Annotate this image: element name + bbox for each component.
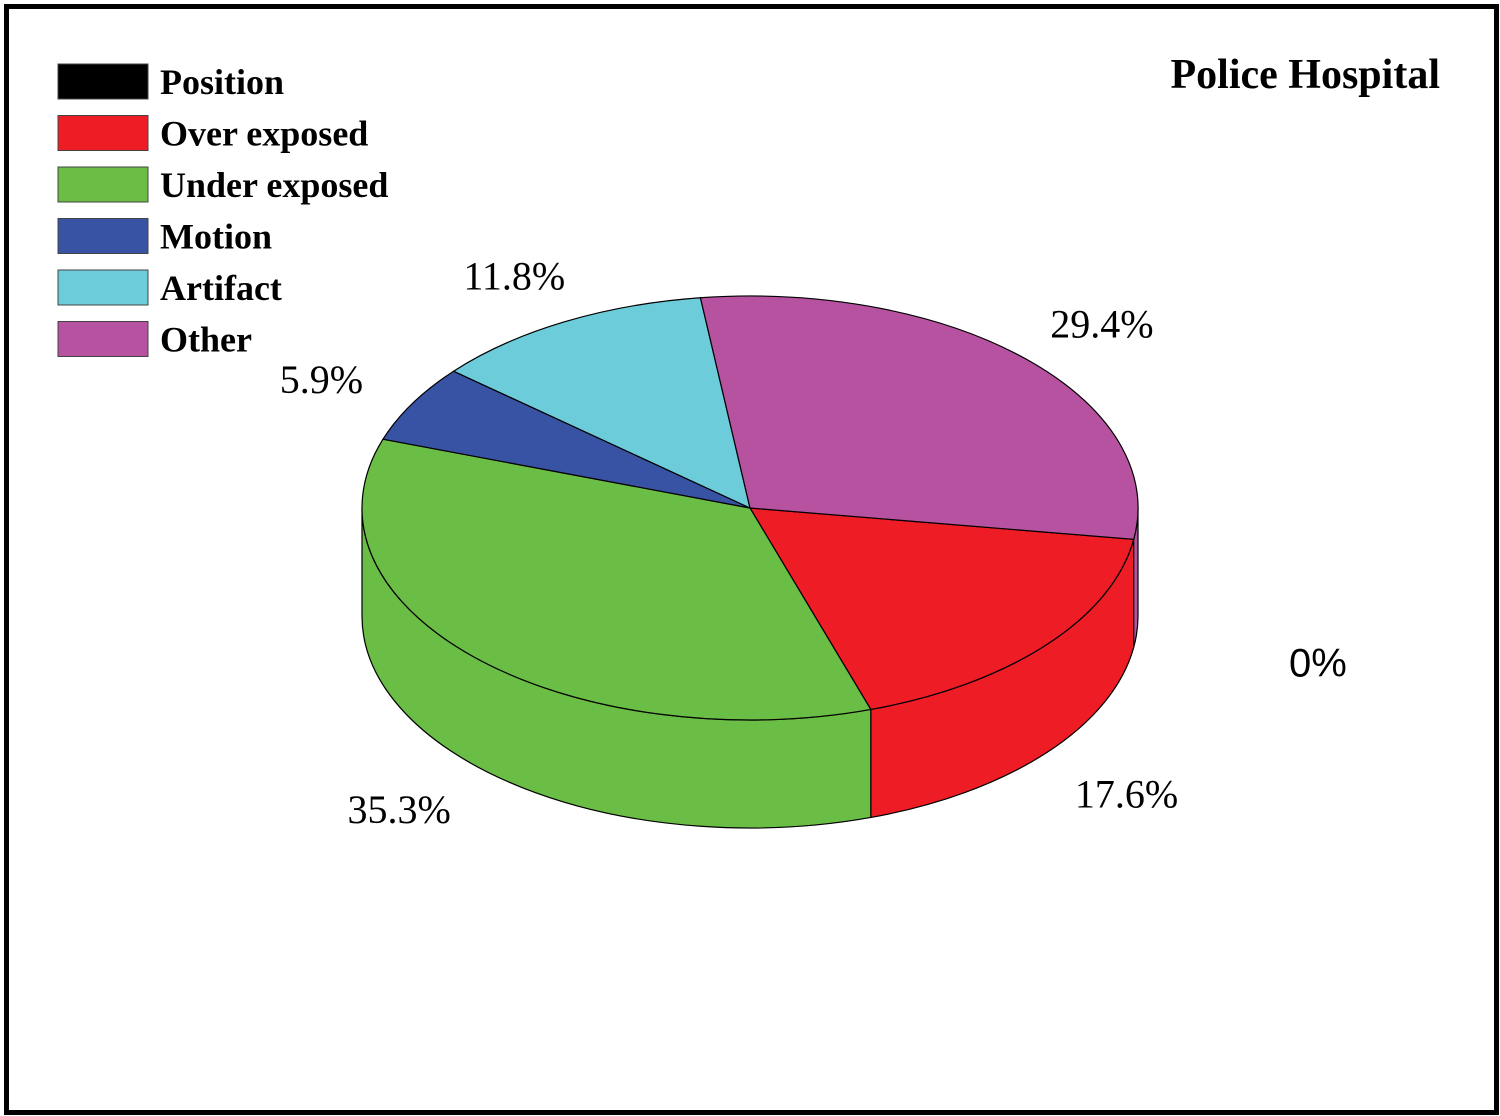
pct-label-5: 29.4% — [1050, 302, 1153, 347]
pie-slice-2 — [361, 438, 872, 721]
pct-label-1: 17.6% — [1075, 772, 1178, 817]
pie-slice-4 — [452, 297, 751, 510]
legend-label-5: Other — [160, 320, 252, 360]
legend-label-3: Motion — [160, 217, 272, 257]
pie-slice-3 — [382, 370, 751, 509]
legend-swatch-4 — [57, 269, 149, 306]
legend-label-1: Over exposed — [160, 114, 368, 154]
pct-label-4: 11.8% — [463, 254, 565, 299]
legend-label-2: Under exposed — [160, 165, 388, 205]
legend-swatch-1 — [57, 115, 149, 151]
pie-slice-1 — [748, 507, 1135, 711]
percent-labels: 0% 17.6% 35.3% 5.9% 11.8% 29.4% — [280, 254, 1347, 832]
pct-label-2: 35.3% — [347, 787, 450, 832]
legend-swatch-5 — [57, 321, 149, 357]
pie-slice-5 — [699, 295, 1139, 540]
pct-label-3: 5.9% — [280, 357, 363, 402]
chart-title: Police Hospital — [1171, 52, 1440, 98]
legend-swatch-3 — [57, 218, 149, 254]
legend: Position Over exposed Under exposed Motion A… — [57, 62, 388, 360]
legend-swatch-0 — [57, 63, 149, 100]
legend-label-0: Position — [160, 62, 284, 102]
legend-swatch-2 — [57, 166, 149, 203]
pie-tops — [361, 295, 1139, 721]
legend-label-4: Artifact — [160, 268, 282, 308]
pct-label-0: 0% — [1289, 641, 1347, 685]
